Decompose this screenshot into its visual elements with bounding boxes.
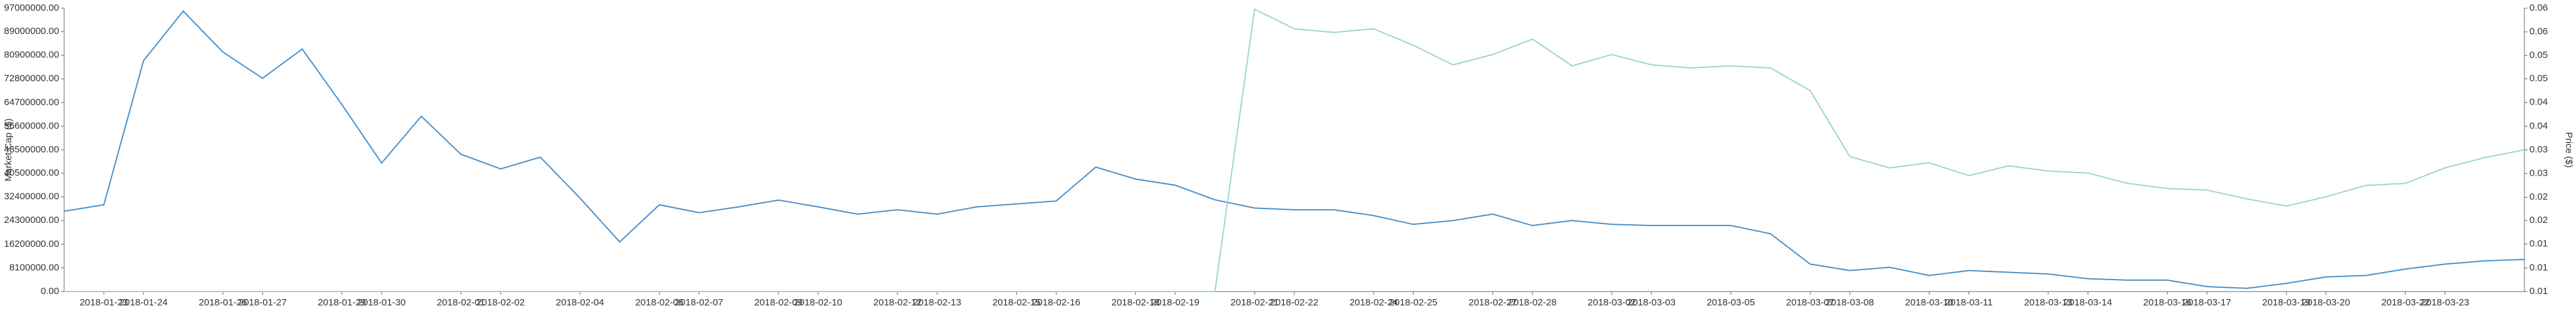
y-tick-label: 24300000.00 — [4, 215, 59, 225]
y-tick-label: 16200000.00 — [4, 239, 59, 249]
x-tick-label: 2018-02-02 — [477, 297, 525, 308]
y-tick-label: 72800000.00 — [4, 73, 59, 84]
x-tick-label: 2018-02-01 — [437, 297, 486, 308]
x-tick-label: 2018-01-27 — [238, 297, 287, 308]
x-tick-label: 2018-03-16 — [2143, 297, 2192, 308]
y2-tick-label: 0.01 — [2529, 286, 2548, 297]
y-tick-label: 89000000.00 — [4, 26, 59, 37]
y-tick-label: 97000000.00 — [4, 3, 59, 13]
series-line — [64, 8, 2525, 292]
y2-tick-label: 0.03 — [2529, 168, 2548, 179]
x-tick-label: 2018-03-17 — [2183, 297, 2231, 308]
y2-tick-label: 0.06 — [2529, 26, 2548, 37]
x-tick-label: 2018-01-29 — [318, 297, 366, 308]
x-tick-label: 2018-02-15 — [992, 297, 1041, 308]
x-tick-label: 2018-03-03 — [1628, 297, 1676, 308]
x-tick-label: 2018-03-22 — [2381, 297, 2429, 308]
y2-tick-label: 0.01 — [2529, 262, 2548, 273]
x-tick-label: 2018-02-27 — [1468, 297, 1517, 308]
y2-tick-label: 0.02 — [2529, 191, 2548, 202]
x-tick-label: 2018-03-02 — [1587, 297, 1636, 308]
x-tick-label: 2018-02-28 — [1508, 297, 1557, 308]
x-tick-label: 2018-02-09 — [754, 297, 802, 308]
y2-tick-label: 0.04 — [2529, 120, 2548, 131]
x-tick-label: 2018-02-19 — [1151, 297, 1199, 308]
x-tick-label: 2018-03-23 — [2421, 297, 2469, 308]
x-tick-label: 2018-02-18 — [1111, 297, 1160, 308]
x-tick-label: 2018-02-10 — [794, 297, 842, 308]
x-tick-label: 2018-03-20 — [2302, 297, 2350, 308]
x-tick-label: 2018-02-24 — [1350, 297, 1398, 308]
y2-tick-label: 0.03 — [2529, 144, 2548, 155]
y2-tick-label: 0.01 — [2529, 239, 2548, 249]
x-tick-label: 2018-03-11 — [1945, 297, 1993, 308]
x-tick-label: 2018-03-10 — [1905, 297, 1953, 308]
x-tick-label: 2018-01-30 — [357, 297, 406, 308]
x-tick-label: 2018-03-05 — [1707, 297, 1755, 308]
x-tick-label: 2018-02-21 — [1231, 297, 1279, 308]
x-tick-label: 2018-02-22 — [1270, 297, 1319, 308]
x-tick-label: 2018-03-07 — [1786, 297, 1835, 308]
x-tick-label: 2018-03-08 — [1826, 297, 1874, 308]
y-tick-label: 64700000.00 — [4, 97, 59, 108]
x-tick-label: 2018-01-23 — [80, 297, 128, 308]
x-tick-label: 2018-03-13 — [2024, 297, 2072, 308]
y-tick-label: 8100000.00 — [9, 262, 59, 273]
x-tick-label: 2018-02-04 — [556, 297, 604, 308]
x-tick-label: 2018-02-12 — [874, 297, 922, 308]
x-tick-label: 2018-03-14 — [2064, 297, 2112, 308]
x-tick-label: 2018-02-16 — [1032, 297, 1080, 308]
y2-tick-label: 0.05 — [2529, 73, 2548, 84]
y2-axis-title: Price ($) — [2563, 132, 2574, 168]
y-tick-label: 80900000.00 — [4, 50, 59, 60]
y2-tick-label: 0.02 — [2529, 215, 2548, 225]
y2-tick-label: 0.06 — [2529, 3, 2548, 13]
x-tick-label: 2018-01-26 — [199, 297, 247, 308]
y-axis-title: Market Cap ($) — [3, 118, 14, 181]
x-tick-label: 2018-02-25 — [1389, 297, 1438, 308]
y2-tick-label: 0.05 — [2529, 50, 2548, 60]
y-tick-label: 48500000.00 — [4, 144, 59, 155]
y-tick-label: 32400000.00 — [4, 191, 59, 202]
x-tick-label: 2018-01-24 — [119, 297, 168, 308]
y-tick-label: 0.00 — [41, 286, 59, 297]
y-tick-label: 40500000.00 — [4, 168, 59, 178]
y2-tick-label: 0.04 — [2529, 97, 2548, 108]
x-tick-label: 2018-02-07 — [675, 297, 723, 308]
y-tick-label: 56600000.00 — [4, 120, 59, 131]
series-line — [64, 10, 2525, 289]
x-tick-label: 2018-02-13 — [913, 297, 962, 308]
x-tick-label: 2018-03-19 — [2262, 297, 2311, 308]
x-tick-label: 2018-02-06 — [635, 297, 684, 308]
